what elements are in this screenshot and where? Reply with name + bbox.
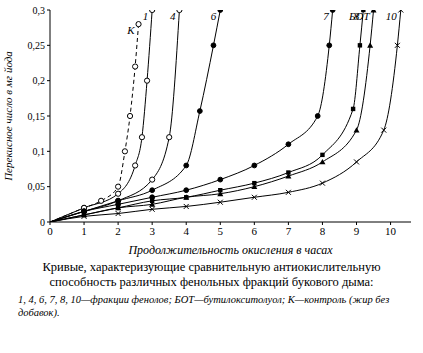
svg-text:0,3: 0,3	[33, 5, 46, 16]
svg-text:1: 1	[143, 10, 149, 22]
html-text:1, 4, 6, 7, 8, 10—фракции фено: 1, 4, 6, 7, 8, 10—фракции фенолов; БОТ—б…	[18, 294, 390, 318]
svg-text:Перекисное число в мг йода: Перекисное число в мг йода	[8, 51, 14, 182]
svg-text:10: 10	[386, 10, 398, 22]
svg-text:6: 6	[252, 225, 258, 237]
svg-text:0: 0	[47, 225, 53, 237]
svg-text:1: 1	[81, 225, 87, 237]
svg-text:6: 6	[211, 10, 217, 22]
svg-text:3: 3	[149, 225, 155, 237]
svg-text:4: 4	[170, 10, 176, 22]
svg-text:0,2: 0,2	[33, 75, 46, 86]
svg-text:8: 8	[320, 225, 326, 237]
svg-text:0,25: 0,25	[28, 40, 46, 51]
svg-text:Продолжительность окисления в: Продолжительность окисления в часах	[127, 243, 333, 257]
svg-text:9: 9	[354, 225, 360, 237]
html-text:Кривые, характеризующие сравни: Кривые, характеризующие сравнительную ан…	[42, 260, 381, 289]
svg-text:10: 10	[385, 225, 397, 237]
svg-text:0,05: 0,05	[28, 181, 46, 192]
svg-text:7: 7	[286, 225, 292, 237]
svg-text:0,1: 0,1	[33, 146, 46, 157]
svg-text:0: 0	[40, 217, 45, 228]
svg-text:5: 5	[218, 225, 224, 237]
svg-text:БОТ: БОТ	[348, 10, 370, 22]
svg-text:К: К	[126, 24, 135, 36]
svg-text:2: 2	[115, 225, 121, 237]
svg-text:4: 4	[183, 225, 189, 237]
svg-text:7: 7	[323, 10, 329, 22]
svg-text:0,15: 0,15	[28, 111, 46, 122]
